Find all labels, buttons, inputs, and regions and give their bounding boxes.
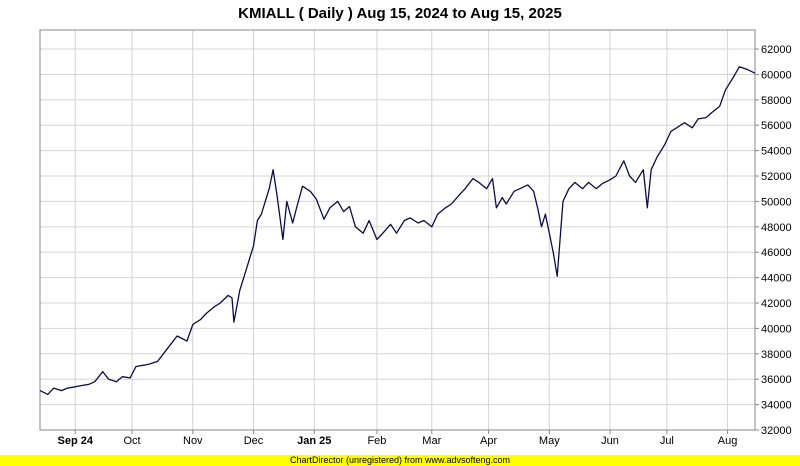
y-tick-label: 54000	[761, 146, 792, 158]
x-tick-label: Nov	[183, 435, 203, 447]
x-tick-label: Dec	[244, 435, 264, 447]
y-tick-label: 46000	[761, 247, 792, 259]
series-layer	[39, 66, 756, 396]
y-tick-label: 56000	[761, 120, 792, 132]
y-tick-label: 62000	[761, 44, 792, 56]
y-axis: 32000 34000 36000 38000 40000 42000 44000 46000…	[755, 44, 792, 437]
y-tick-label: 42000	[761, 298, 792, 310]
y-tick-label: 34000	[761, 400, 792, 412]
x-tick-label: Mar	[422, 435, 441, 447]
y-tick-label: 32000	[761, 425, 792, 437]
y-tick-label: 48000	[761, 222, 792, 234]
x-tick-label: Jul	[660, 435, 674, 447]
y-tick-label: 40000	[761, 323, 792, 335]
footer-text: ChartDirector (unregistered) from www.ad…	[289, 455, 511, 465]
x-tick-label: Oct	[124, 435, 141, 447]
x-tick-label: May	[539, 435, 560, 447]
grid-layer	[40, 30, 755, 431]
x-tick-label: Apr	[480, 435, 497, 447]
y-tick-label: 36000	[761, 374, 792, 386]
x-tick-label: Jan 25	[297, 435, 331, 447]
y-tick-label: 52000	[761, 171, 792, 183]
x-tick-label: Jun	[601, 435, 619, 447]
y-tick-label: 44000	[761, 273, 792, 285]
y-tick-label: 58000	[761, 95, 792, 107]
series-line-kmiall	[39, 66, 756, 396]
plot-area-border	[39, 29, 756, 431]
y-tick-label: 60000	[761, 69, 792, 81]
y-tick-label: 50000	[761, 196, 792, 208]
footer-bar	[0, 455, 800, 466]
x-axis: Sep 24 Oct Nov Dec Jan 25 Feb Mar Apr May Jun Jul A…	[58, 430, 738, 447]
x-tick-label: Aug	[718, 435, 738, 447]
chart-title: KMIALL ( Daily ) Aug 15, 2024 to Aug 15,…	[238, 5, 562, 22]
x-tick-label: Feb	[367, 435, 386, 447]
x-tick-label: Sep 24	[58, 435, 94, 447]
y-tick-label: 38000	[761, 349, 792, 361]
